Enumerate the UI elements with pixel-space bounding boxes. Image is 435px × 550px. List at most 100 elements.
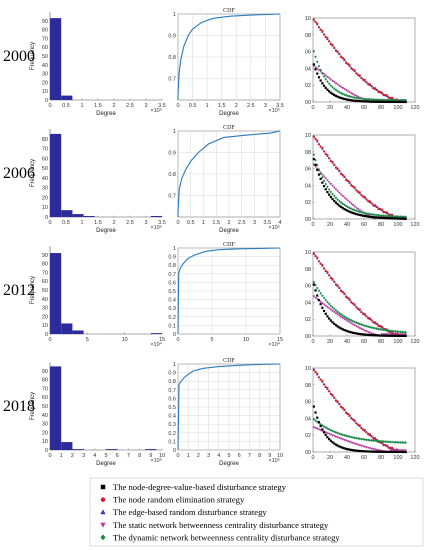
node-degree-point	[355, 212, 358, 216]
static-betweenness-point	[327, 432, 331, 436]
x-tick-label: 1.5	[94, 103, 102, 109]
dynamic-betweenness-point	[338, 311, 341, 315]
node-degree-point	[360, 214, 363, 217]
node-degree-point	[370, 450, 373, 453]
node-degree-point	[351, 449, 355, 452]
y-tick-label: 04	[305, 66, 311, 72]
static-betweenness-point	[327, 77, 331, 80]
static-betweenness-point	[314, 165, 317, 169]
node-degree-point	[402, 100, 406, 104]
node-random-point	[365, 431, 368, 434]
node-degree-point	[353, 449, 356, 452]
y-tick-label: 0.3	[168, 422, 176, 428]
node-random-point	[385, 211, 389, 214]
x-tick-label: 2.5	[247, 103, 255, 109]
dynamic-betweenness-point	[331, 192, 334, 196]
node-random-point	[382, 211, 385, 214]
cdf-line	[177, 247, 281, 335]
node-degree-point	[380, 100, 383, 103]
node-degree-point	[343, 328, 346, 332]
node-degree-point	[312, 157, 315, 161]
dynamic-betweenness-point	[360, 210, 363, 214]
y-tick-label: 10	[305, 250, 311, 256]
static-betweenness-point	[395, 449, 399, 452]
dynamic-betweenness-point	[384, 214, 387, 218]
legend-marker	[100, 484, 106, 490]
dynamic-betweenness-point	[365, 97, 368, 101]
dynamic-betweenness-point	[378, 327, 382, 331]
static-betweenness-point	[348, 321, 351, 324]
histogram-bar	[61, 442, 73, 450]
dynamic-betweenness-point	[377, 327, 380, 331]
node-random-point	[316, 256, 319, 259]
dynamic-betweenness-point	[319, 68, 322, 72]
y-tick-label: 90	[42, 369, 48, 375]
y-tick-label: 60	[42, 395, 48, 401]
dynamic-betweenness-point	[399, 440, 402, 444]
static-betweenness-point	[402, 449, 406, 452]
dynamic-betweenness-point	[326, 80, 329, 84]
legend-label: The node random elimination strategy	[113, 495, 245, 505]
static-betweenness-point	[353, 324, 356, 327]
node-degree-point	[367, 215, 370, 218]
dynamic-betweenness-point	[329, 84, 333, 88]
static-betweenness-point	[338, 437, 341, 440]
dynamic-betweenness-point	[336, 310, 339, 314]
node-degree-point	[389, 100, 392, 104]
node-degree-point	[396, 334, 399, 337]
dynamic-betweenness-point	[326, 185, 329, 189]
dynamic-betweenness-point	[380, 439, 384, 443]
node-degree-point	[394, 217, 397, 220]
x-tick-label: 1	[80, 103, 83, 109]
static-betweenness-point	[331, 184, 334, 188]
node-random-point	[379, 90, 382, 93]
y-tick-label: 04	[305, 300, 311, 306]
dynamic-betweenness-point	[343, 433, 346, 437]
x-tick-label: 100	[393, 222, 402, 228]
cdf-title: CDF	[223, 8, 235, 14]
legend-marker	[100, 522, 106, 528]
node-random-point	[329, 160, 332, 163]
y-tick-label: 60	[42, 156, 48, 162]
node-degree-point	[338, 445, 341, 448]
node-random-point	[370, 202, 373, 205]
dynamic-betweenness-point	[317, 64, 321, 68]
dynamic-betweenness-point	[401, 441, 404, 444]
robustness-chart: 0 20 40 60 80 100 120 00 02 04 06 08 10	[305, 133, 420, 228]
dynamic-betweenness-point	[402, 330, 406, 334]
x-tick-label: 2	[235, 103, 238, 109]
x-tick-label: 6	[238, 453, 241, 459]
dynamic-betweenness-point	[358, 210, 361, 214]
dynamic-betweenness-point	[344, 93, 348, 97]
static-betweenness-point	[348, 91, 351, 94]
node-random-point	[336, 50, 339, 53]
node-random-point	[322, 150, 326, 153]
dynamic-betweenness-point	[322, 296, 326, 300]
dynamic-betweenness-point	[327, 302, 331, 306]
dynamic-betweenness-point	[368, 325, 372, 329]
dynamic-betweenness-point	[378, 213, 382, 217]
static-betweenness-point	[355, 206, 358, 210]
y-tick-label: 0	[173, 332, 176, 338]
x-exponent-label: ×10⁵	[150, 224, 162, 231]
dynamic-betweenness-point	[367, 97, 370, 101]
dynamic-betweenness-point	[331, 85, 334, 89]
node-random-point	[345, 178, 348, 182]
node-degree-point	[356, 99, 360, 103]
node-random-point	[351, 185, 355, 188]
dynamic-betweenness-point	[372, 213, 375, 217]
dynamic-betweenness-point	[355, 436, 358, 440]
node-random-point	[380, 208, 383, 211]
node-random-point	[363, 78, 366, 82]
y-tick-label: 10	[42, 323, 48, 329]
node-random-point	[314, 20, 317, 24]
dynamic-betweenness-point	[322, 425, 326, 429]
node-degree-point	[399, 334, 402, 337]
node-random-point	[373, 204, 377, 207]
node-random-point	[322, 33, 326, 36]
dynamic-betweenness-point	[370, 326, 373, 330]
node-random-point	[319, 262, 322, 265]
dynamic-betweenness-point	[394, 329, 397, 333]
node-degree-point	[328, 317, 331, 320]
node-degree-point	[362, 100, 365, 103]
